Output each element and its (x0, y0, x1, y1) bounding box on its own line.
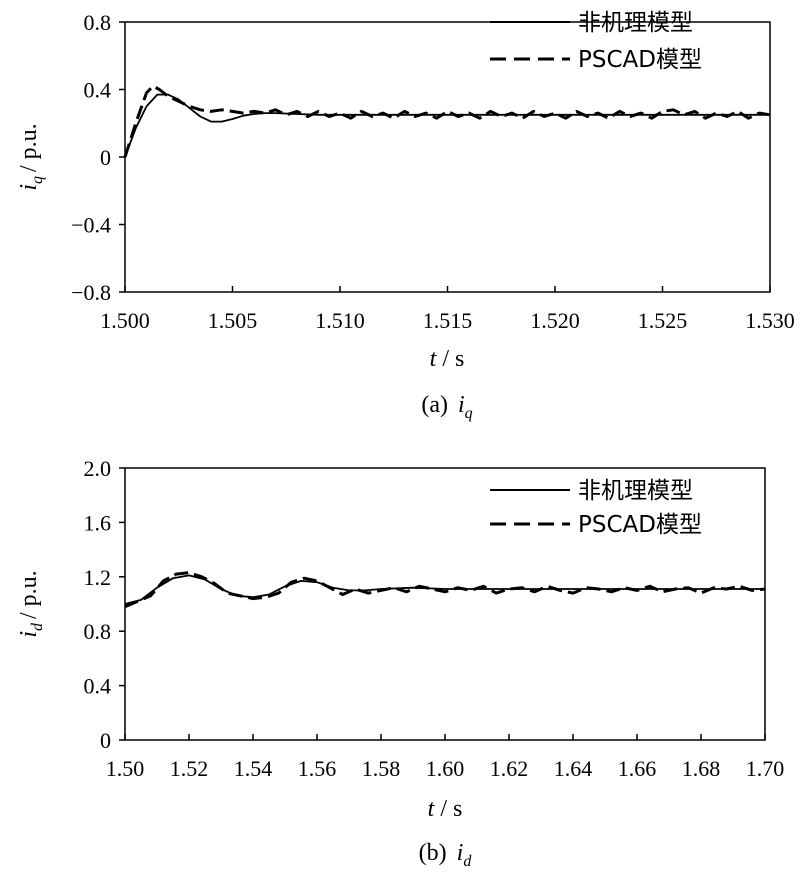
legend-iq: 非机理模型 PSCAD模型 (490, 10, 702, 73)
series-pscad-iq (123, 84, 771, 158)
x-ticks-iq: 1.500 1.505 1.510 1.515 1.520 1.525 1.530 (100, 286, 795, 333)
legend-id: 非机理模型 PSCAD模型 (490, 478, 702, 538)
series-pscad-id (124, 571, 766, 609)
x-axis-label-id: t / s (428, 796, 463, 822)
legend-label-dashed-iq: PSCAD模型 (578, 47, 702, 73)
x-tick-label-iq: 1.515 (423, 308, 473, 333)
y-tick-label-iq: 0.8 (84, 10, 112, 35)
y-axis-label-iq: iq/ p.u. (16, 123, 46, 190)
x-tick-label-id: 1.50 (106, 756, 145, 781)
caption-id: (b) id (419, 840, 473, 870)
legend-label-dashed-id: PSCAD模型 (578, 512, 702, 538)
x-tick-label-id: 1.64 (554, 756, 593, 781)
x-tick-label-iq: 1.500 (100, 308, 150, 333)
series-group-id (124, 571, 766, 609)
x-tick-label-iq: 1.505 (208, 308, 258, 333)
x-tick-label-id: 1.62 (490, 756, 529, 781)
x-tick-label-iq: 1.510 (315, 308, 365, 333)
x-tick-label-iq: 1.530 (745, 308, 795, 333)
y-tick-label-iq: 0 (100, 145, 111, 170)
y-tick-label-id: 1.6 (84, 510, 112, 535)
series-group-iq (123, 84, 771, 158)
x-ticks-id: 1.50 1.52 1.54 1.56 1.58 1.60 1.62 1.64 1.66 1.68… (106, 734, 785, 781)
x-tick-label-id: 1.52 (170, 756, 209, 781)
x-tick-label-id: 1.60 (426, 756, 465, 781)
y-tick-label-id: 0.4 (84, 674, 112, 699)
y-tick-label-id: 1.2 (84, 565, 112, 590)
x-tick-label-id: 1.56 (298, 756, 337, 781)
y-axis-label-id: id/ p.u. (16, 570, 46, 637)
x-tick-label-id: 1.68 (682, 756, 721, 781)
legend-label-solid-id: 非机理模型 (578, 478, 693, 504)
y-tick-label-id: 2.0 (84, 456, 112, 481)
y-tick-label-id: 0 (100, 728, 111, 753)
legend-label-solid-iq: 非机理模型 (578, 10, 693, 36)
x-tick-label-id: 1.58 (362, 756, 401, 781)
y-tick-label-iq: −0.8 (71, 280, 111, 305)
x-tick-label-iq: 1.525 (638, 308, 688, 333)
y-tick-label-id: 0.8 (84, 619, 112, 644)
x-tick-label-id: 1.70 (746, 756, 785, 781)
x-tick-label-id: 1.66 (618, 756, 657, 781)
x-axis-label-iq: t / s (430, 346, 465, 372)
series-nonmech-iq (124, 93, 770, 158)
plot-frame-id (124, 467, 766, 741)
y-tick-label-iq: −0.4 (71, 213, 111, 238)
y-ticks-id: 2.0 1.6 1.2 0.8 0.4 0 (84, 456, 125, 753)
caption-iq: (a) iq (421, 392, 472, 422)
chart-id: 2.0 1.6 1.2 0.8 0.4 0 1.50 1.52 1.54 1.56 1.58 1.6… (16, 456, 784, 870)
y-ticks-iq: 0.8 0.4 0 −0.4 −0.8 (71, 10, 125, 305)
chart-iq: 0.8 0.4 0 −0.4 −0.8 1.500 1.505 1.510 1.515 1.52… (16, 10, 795, 422)
x-tick-label-id: 1.54 (234, 756, 273, 781)
y-tick-label-iq: 0.4 (84, 78, 112, 103)
x-tick-label-iq: 1.520 (530, 308, 580, 333)
